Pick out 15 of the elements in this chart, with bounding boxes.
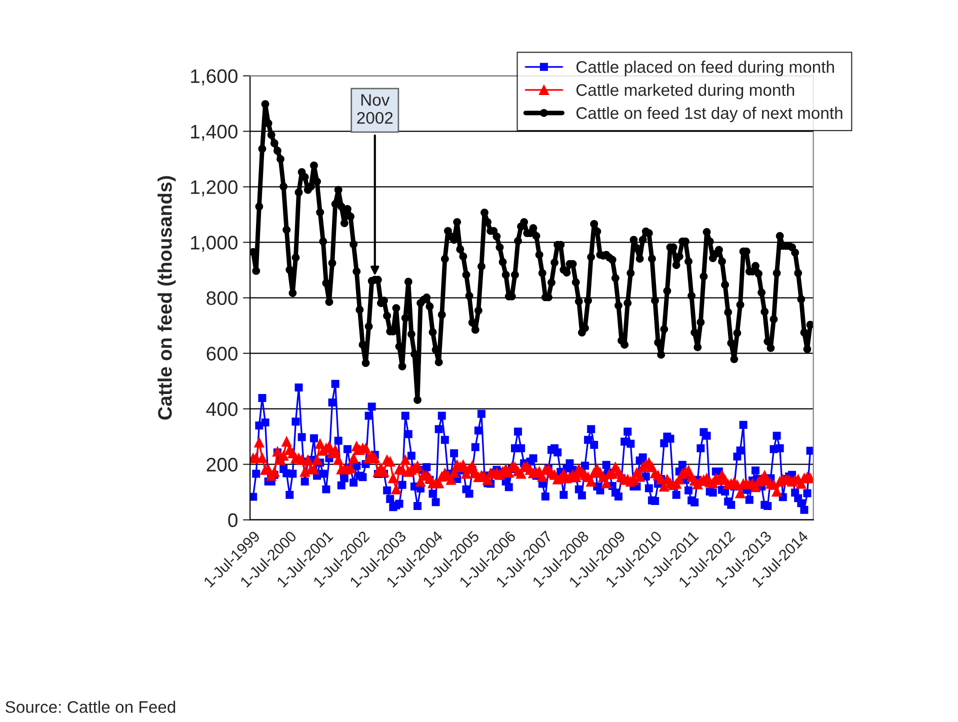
y-tick-label: 1,400 (191, 124, 238, 141)
legend-label: Cattle marketed during month (576, 84, 794, 100)
y-tick-label: 800 (206, 291, 238, 306)
y-tick-label: 1,600 (191, 69, 238, 86)
annotation: Nov 2002 (357, 94, 393, 124)
source-note: Source: Cattle on Feed (6, 700, 176, 713)
legend-label: Cattle placed on feed during month (576, 60, 834, 76)
y-tick-label: 1,000 (191, 236, 238, 252)
y-tick-label: 200 (206, 458, 238, 472)
y-tick-label: 600 (206, 346, 238, 361)
y-tick-label: 400 (206, 402, 238, 416)
y-tick-label: 1,200 (191, 180, 238, 196)
legend-label: Cattle on feed 1st day of next month (576, 106, 842, 122)
y-axis-title: Cattle on feed (thousands) (158, 176, 176, 420)
y-tick-label: 0 (228, 513, 238, 528)
